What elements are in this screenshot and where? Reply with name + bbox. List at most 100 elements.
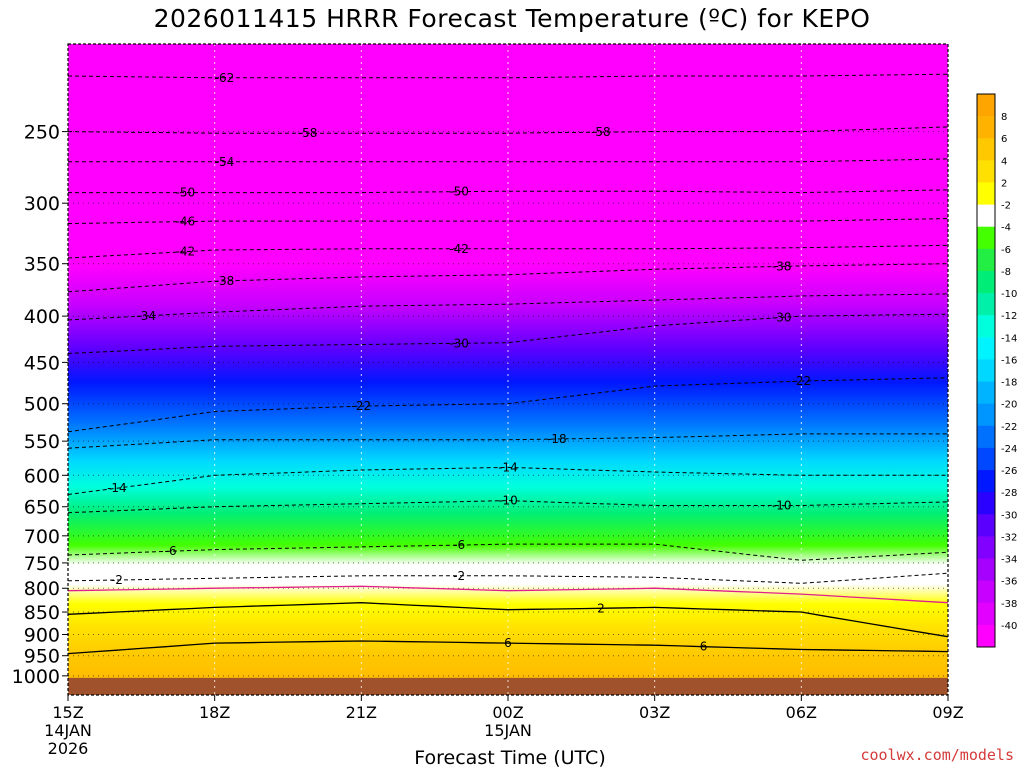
x-tick-label: 09Z: [932, 703, 963, 722]
isotherm-label: -2: [453, 569, 465, 583]
isotherm-line: [67, 466, 948, 495]
colorbar-label: -10: [1001, 289, 1017, 300]
chart-title: 2026011415 HRRR Forecast Temperature (ºC…: [153, 4, 871, 33]
isotherm-line: [67, 640, 949, 655]
colorbar-swatch: [977, 337, 995, 360]
isotherm-line: [67, 263, 949, 293]
colorbar-swatch: [977, 602, 995, 626]
x-tick-label: 21Z: [346, 703, 377, 722]
x-tick-sublabel: 15JAN: [484, 721, 532, 740]
colorbar-label: -38: [1001, 599, 1017, 610]
colorbar-label: -6: [1001, 245, 1011, 256]
colorbar-swatch: [977, 447, 995, 471]
isotherm-label: -38: [772, 259, 792, 273]
isotherm-label: -2: [111, 573, 123, 587]
y-tick-label: 700: [24, 526, 60, 548]
colorbar-swatch: [977, 492, 995, 515]
y-tick-label: 950: [24, 646, 60, 668]
colorbar-swatch: [977, 580, 995, 604]
colorbar-swatch: [977, 182, 995, 206]
y-tick-label: 900: [24, 624, 60, 646]
isotherm-label: -14: [498, 460, 518, 474]
colorbar-label: -40: [1001, 621, 1017, 632]
colorbar-label: -8: [1001, 267, 1011, 278]
y-tick-label: 850: [24, 602, 60, 624]
colorbar-label: -28: [1001, 488, 1017, 499]
colorbar-swatch: [977, 270, 995, 294]
colorbar-swatch: [977, 248, 995, 272]
colorbar-swatch: [977, 624, 995, 648]
x-tick-label: 18Z: [199, 703, 230, 722]
x-tick-label: 03Z: [639, 703, 670, 722]
isotherm-label: -42: [449, 242, 469, 256]
y-tick-label: 250: [24, 122, 60, 144]
isotherm-label: -54: [215, 155, 235, 169]
isotherm-label: -50: [176, 186, 196, 200]
isotherm-label: -42: [176, 245, 196, 259]
colorbar-label: -2: [1001, 201, 1011, 212]
isotherm-label: 6: [700, 640, 708, 654]
isotherm-label: 2: [597, 601, 605, 615]
isotherm-label: -10: [772, 499, 792, 513]
colorbar-frame: [976, 93, 996, 648]
colorbar-label: -12: [1001, 311, 1017, 322]
isotherm-line: [67, 602, 949, 638]
colorbar-swatch: [977, 359, 995, 383]
colorbar-swatch: [977, 138, 995, 161]
isotherm-label: -6: [165, 544, 177, 558]
colorbar-swatch: [977, 425, 995, 449]
y-tick-label: 450: [24, 352, 60, 374]
y-tick-label: 550: [24, 431, 60, 453]
isotherm-label: -18: [547, 432, 567, 446]
colorbar-label: -18: [1001, 378, 1017, 389]
colorbar-swatch: [977, 470, 995, 493]
colorbar-label: -20: [1001, 400, 1017, 411]
isotherm-label: -34: [136, 309, 156, 323]
colorbar-label: -22: [1001, 422, 1017, 433]
colorbar-label: -4: [1001, 223, 1011, 234]
isotherm-label: -30: [772, 310, 792, 324]
y-tick-label: 750: [24, 553, 60, 575]
x-tick-sublabel: 14JAN: [44, 721, 92, 740]
y-tick-label: 300: [24, 193, 60, 215]
colorbar-swatch: [977, 403, 995, 427]
x-tick-label: 00Z: [492, 703, 523, 722]
y-tick-label: 650: [24, 497, 60, 519]
colorbar-swatch: [977, 536, 995, 560]
colorbar-label: -36: [1001, 577, 1017, 588]
colorbar-swatch: [977, 293, 995, 316]
colorbar-swatch: [977, 160, 995, 183]
colorbar-label: 8: [1001, 112, 1007, 123]
colorbar-label: 4: [1001, 156, 1007, 167]
colorbar-label: 2: [1001, 178, 1007, 189]
colorbar-label: -34: [1001, 555, 1017, 566]
colorbar-label: -24: [1001, 444, 1017, 455]
isotherm-label: -22: [792, 374, 812, 388]
isotherm-label: -50: [449, 185, 469, 199]
x-tick-label: 06Z: [786, 703, 817, 722]
colorbar-swatch: [977, 94, 995, 117]
isotherm-label: -58: [298, 126, 318, 140]
isotherm-label: -58: [591, 125, 611, 139]
isotherm-label: -10: [498, 494, 518, 508]
isotherm-label: -6: [453, 538, 465, 552]
isotherm-label: -22: [352, 399, 372, 413]
colorbar-label: -32: [1001, 532, 1017, 543]
colorbar-swatch: [977, 558, 995, 582]
colorbar-swatch: [977, 315, 995, 338]
x-tick-label: 15Z: [52, 703, 83, 722]
isotherm-label: 6: [504, 636, 512, 650]
x-tick-sublabel: 2026: [48, 739, 89, 758]
y-tick-label: 1000: [12, 666, 60, 688]
y-tick-label: 600: [24, 465, 60, 487]
y-tick-label: 800: [24, 578, 60, 600]
isotherm-line: [67, 377, 949, 433]
freezing-line: [67, 585, 949, 604]
y-tick-label: 500: [24, 394, 60, 416]
isotherm-label: -46: [176, 215, 196, 229]
x-axis-label: Forecast Time (UTC): [414, 747, 605, 768]
colorbar-label: -30: [1001, 510, 1017, 521]
colorbar-swatch: [977, 116, 995, 139]
colorbar-label: -16: [1001, 355, 1017, 366]
